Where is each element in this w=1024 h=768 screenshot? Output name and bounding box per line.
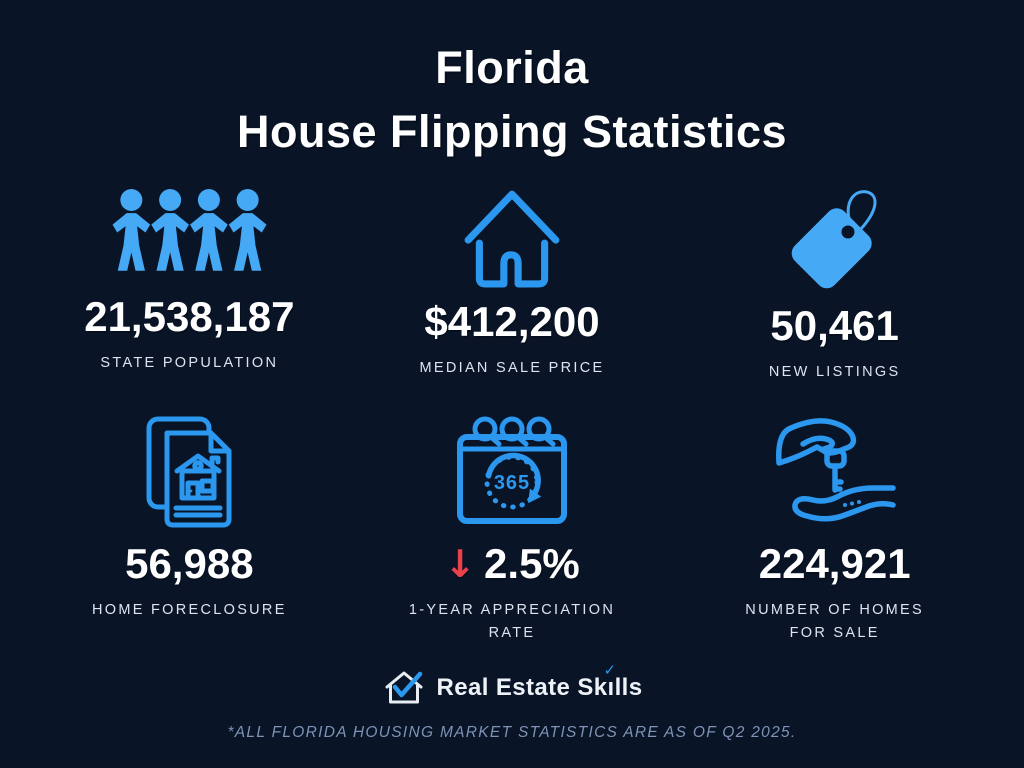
footnote-text: *ALL FLORIDA HOUSING MARKET STATISTICS A… [227, 724, 797, 741]
calendar-badge-text: 365 [494, 472, 530, 494]
stat-label: NUMBER OF HOMES FOR SALE [745, 602, 924, 642]
stat-appreciation-rate: 365 ↓ 2.5% 1-YEAR APPRECIATION RATE [351, 413, 674, 653]
brand-logo-house-icon [382, 668, 426, 708]
stat-value: 224,921 [758, 540, 911, 587]
check-icon: ✓ [603, 661, 617, 679]
title-line1: Florida [435, 42, 589, 93]
stat-label: HOME FORECLOSURE [91, 602, 287, 619]
brand-footer: Real Estate Sk ✓ ılls [0, 661, 1024, 708]
stat-new-listings: 50,461 NEW LISTINGS [673, 183, 996, 380]
brand-name: Real Estate Sk ✓ ılls [436, 661, 643, 702]
down-arrow-icon: ↓ [444, 542, 477, 587]
brand-text-part2: lls [614, 674, 643, 701]
foreclosure-document-icon [136, 413, 242, 531]
stat-label: MEDIAN SALE PRICE [419, 360, 605, 377]
page-title: Florida House Flipping Statistics [0, 36, 1024, 164]
hand-key-icon [769, 413, 901, 531]
stat-homes-for-sale: 224,921 NUMBER OF HOMES FOR SALE [673, 413, 996, 653]
stat-value: 50,461 [770, 302, 899, 349]
price-tag-icon [779, 183, 891, 293]
stat-value: 56,988 [125, 540, 254, 587]
people-chain-icon [108, 183, 271, 284]
brand-letter-i: ✓ ı [604, 661, 617, 702]
stat-home-foreclosure: 56,988 HOME FORECLOSURE [28, 413, 351, 653]
brand-text-part1: Real Estate Sk [436, 674, 608, 701]
title-line2: House Flipping Statistics [236, 105, 788, 157]
brand-i-glyph: ı [607, 674, 615, 701]
stat-label: NEW LISTINGS [768, 364, 901, 381]
stat-value: ↓ 2.5% [444, 540, 580, 587]
calendar-365-icon: 365 [451, 413, 573, 531]
stat-state-population: 21,538,187 STATE POPULATION [28, 183, 351, 375]
stat-label: STATE POPULATION [100, 354, 279, 371]
stat-value: $412,200 [424, 298, 600, 345]
stats-grid: 21,538,187 STATE POPULATION $412,200 MED… [28, 183, 996, 653]
stat-value-text: 2.5% [484, 540, 580, 587]
stat-label: 1-YEAR APPRECIATION RATE [408, 602, 616, 642]
stat-median-sale-price: $412,200 MEDIAN SALE PRICE [351, 183, 674, 376]
stat-value: 21,538,187 [84, 292, 295, 340]
house-outline-icon [463, 183, 561, 289]
